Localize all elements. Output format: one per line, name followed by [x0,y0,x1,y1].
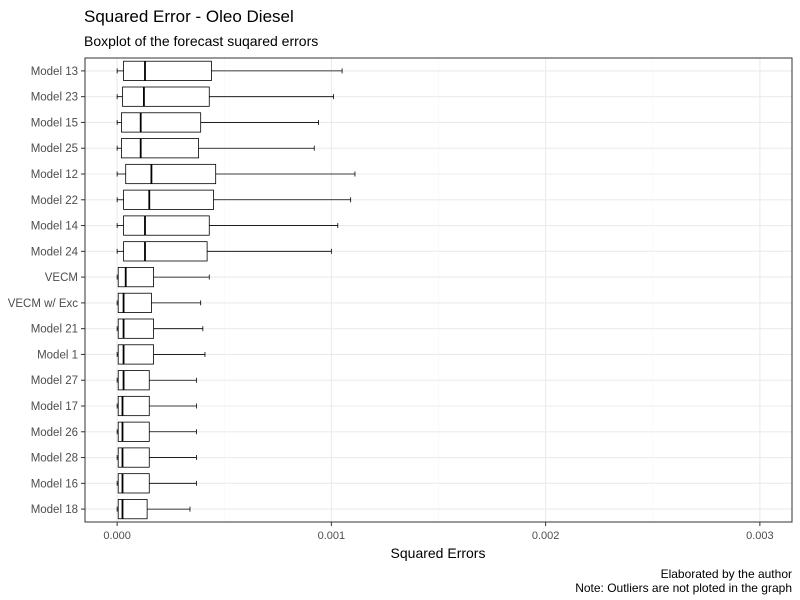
chart-title: Squared Error - Oleo Diesel [84,7,294,26]
box-iqr [122,86,210,107]
caption-note: Note: Outliers are not ploted in the gra… [575,581,792,595]
box-model-1 [116,344,206,365]
y-tick-label: Model 25 [31,143,78,155]
x-tick-label: 0.001 [318,530,346,542]
box-model-16 [116,473,197,494]
y-tick-label: Model 24 [31,246,79,258]
box-model-21 [116,318,204,339]
chart-subtitle: Boxplot of the forecast suqared errors [84,33,318,49]
caption-author: Elaborated by the author [661,567,792,581]
grid-layer [85,58,792,522]
box-iqr [117,292,152,313]
y-tick-label: Model 23 [31,92,78,104]
y-tick-label: Model 18 [31,504,78,516]
y-tick-label: Model 12 [31,169,78,181]
box-iqr [125,163,217,185]
box-iqr [121,138,199,159]
box-model-13 [116,60,343,81]
y-tick-label: VECM w/ Exc [8,298,79,310]
box-vecm [116,267,210,288]
y-tick-label: Model 15 [31,117,78,129]
box-model-26 [116,421,197,442]
y-axis: Model 13 Model 23 Model 15 Model 25 Model 12… [8,66,85,516]
box-model-28 [116,447,197,468]
y-tick-label: Model 28 [31,453,78,465]
y-tick-label: Model 22 [31,195,78,207]
y-tick-label: Model 26 [31,427,78,439]
box-iqr [117,267,154,288]
box-iqr [117,370,150,391]
box-model-27 [116,370,197,391]
y-tick-label: Model 17 [31,401,78,413]
box-model-12 [116,163,356,185]
box-model-18 [116,499,191,520]
box-model-14 [116,215,339,236]
box-iqr [117,395,150,417]
box-model-25 [116,138,315,159]
box-model-23 [116,86,334,107]
box-iqr [117,318,154,339]
y-tick-label: Model 1 [37,349,78,361]
y-tick-label: Model 16 [31,478,78,490]
x-tick-label: 0.000 [103,530,131,542]
y-tick-label: Model 21 [31,324,78,336]
box-model-17 [116,395,197,417]
box-iqr [123,241,208,262]
box-iqr [117,344,154,365]
box-iqr [121,112,202,133]
x-tick-label: 0.003 [746,530,774,542]
x-tick-label: 0.002 [532,530,560,542]
box-iqr [123,189,214,210]
box-iqr [123,215,210,236]
box-model-24 [116,241,332,262]
x-axis-title: Squared Errors [391,545,486,561]
y-tick-label: VECM [45,272,78,284]
box-model-15 [116,112,319,133]
box-iqr [117,499,148,520]
box-iqr [117,473,150,494]
y-tick-label: Model 13 [31,66,78,78]
box-model-22 [116,189,352,210]
boxes-layer [116,60,356,520]
x-axis: 0.000 0.001 0.002 0.003 [103,522,774,542]
panel-border [84,57,793,523]
y-tick-label: Model 14 [31,221,79,233]
box-iqr [117,421,150,442]
box-vecm-w-exc [116,292,202,313]
box-iqr [123,60,212,81]
y-tick-label: Model 27 [31,375,78,387]
box-iqr [117,447,150,468]
